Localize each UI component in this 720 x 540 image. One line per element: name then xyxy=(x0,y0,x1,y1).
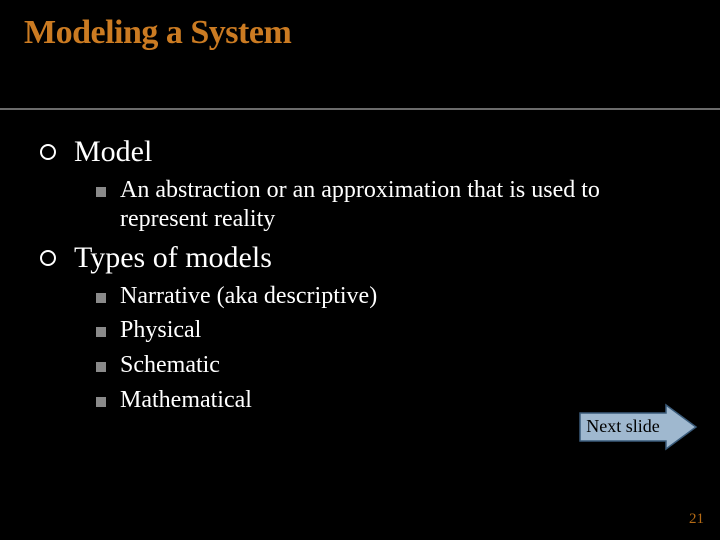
slide-header: Modeling a System xyxy=(0,0,720,62)
bullet-label: Physical xyxy=(120,316,201,345)
next-slide-label: Next slide xyxy=(586,416,660,436)
list-item: Narrative (aka descriptive) xyxy=(96,282,680,311)
list-item: Schematic xyxy=(96,351,680,380)
bullet-label: Narrative (aka descriptive) xyxy=(120,282,377,311)
bullet-label: An abstraction or an approximation that … xyxy=(120,176,680,234)
square-bullet-icon xyxy=(96,397,106,407)
square-bullet-icon xyxy=(96,187,106,197)
page-number: 21 xyxy=(689,511,704,528)
bullet-label: Model xyxy=(74,134,152,170)
list-item: Model xyxy=(40,134,680,170)
bullet-label: Types of models xyxy=(74,240,272,276)
circle-bullet-icon xyxy=(40,144,56,160)
slide-content: Model An abstraction or an approximation… xyxy=(0,110,720,415)
square-bullet-icon xyxy=(96,327,106,337)
bullet-label: Schematic xyxy=(120,351,220,380)
list-item: Types of models xyxy=(40,240,680,276)
bullet-label: Mathematical xyxy=(120,386,252,415)
square-bullet-icon xyxy=(96,362,106,372)
slide-title: Modeling a System xyxy=(24,14,696,52)
next-slide-button[interactable]: Next slide xyxy=(578,403,698,468)
circle-bullet-icon xyxy=(40,250,56,266)
arrow-right-icon: Next slide xyxy=(578,403,698,463)
square-bullet-icon xyxy=(96,293,106,303)
list-item: An abstraction or an approximation that … xyxy=(96,176,680,234)
list-item: Physical xyxy=(96,316,680,345)
